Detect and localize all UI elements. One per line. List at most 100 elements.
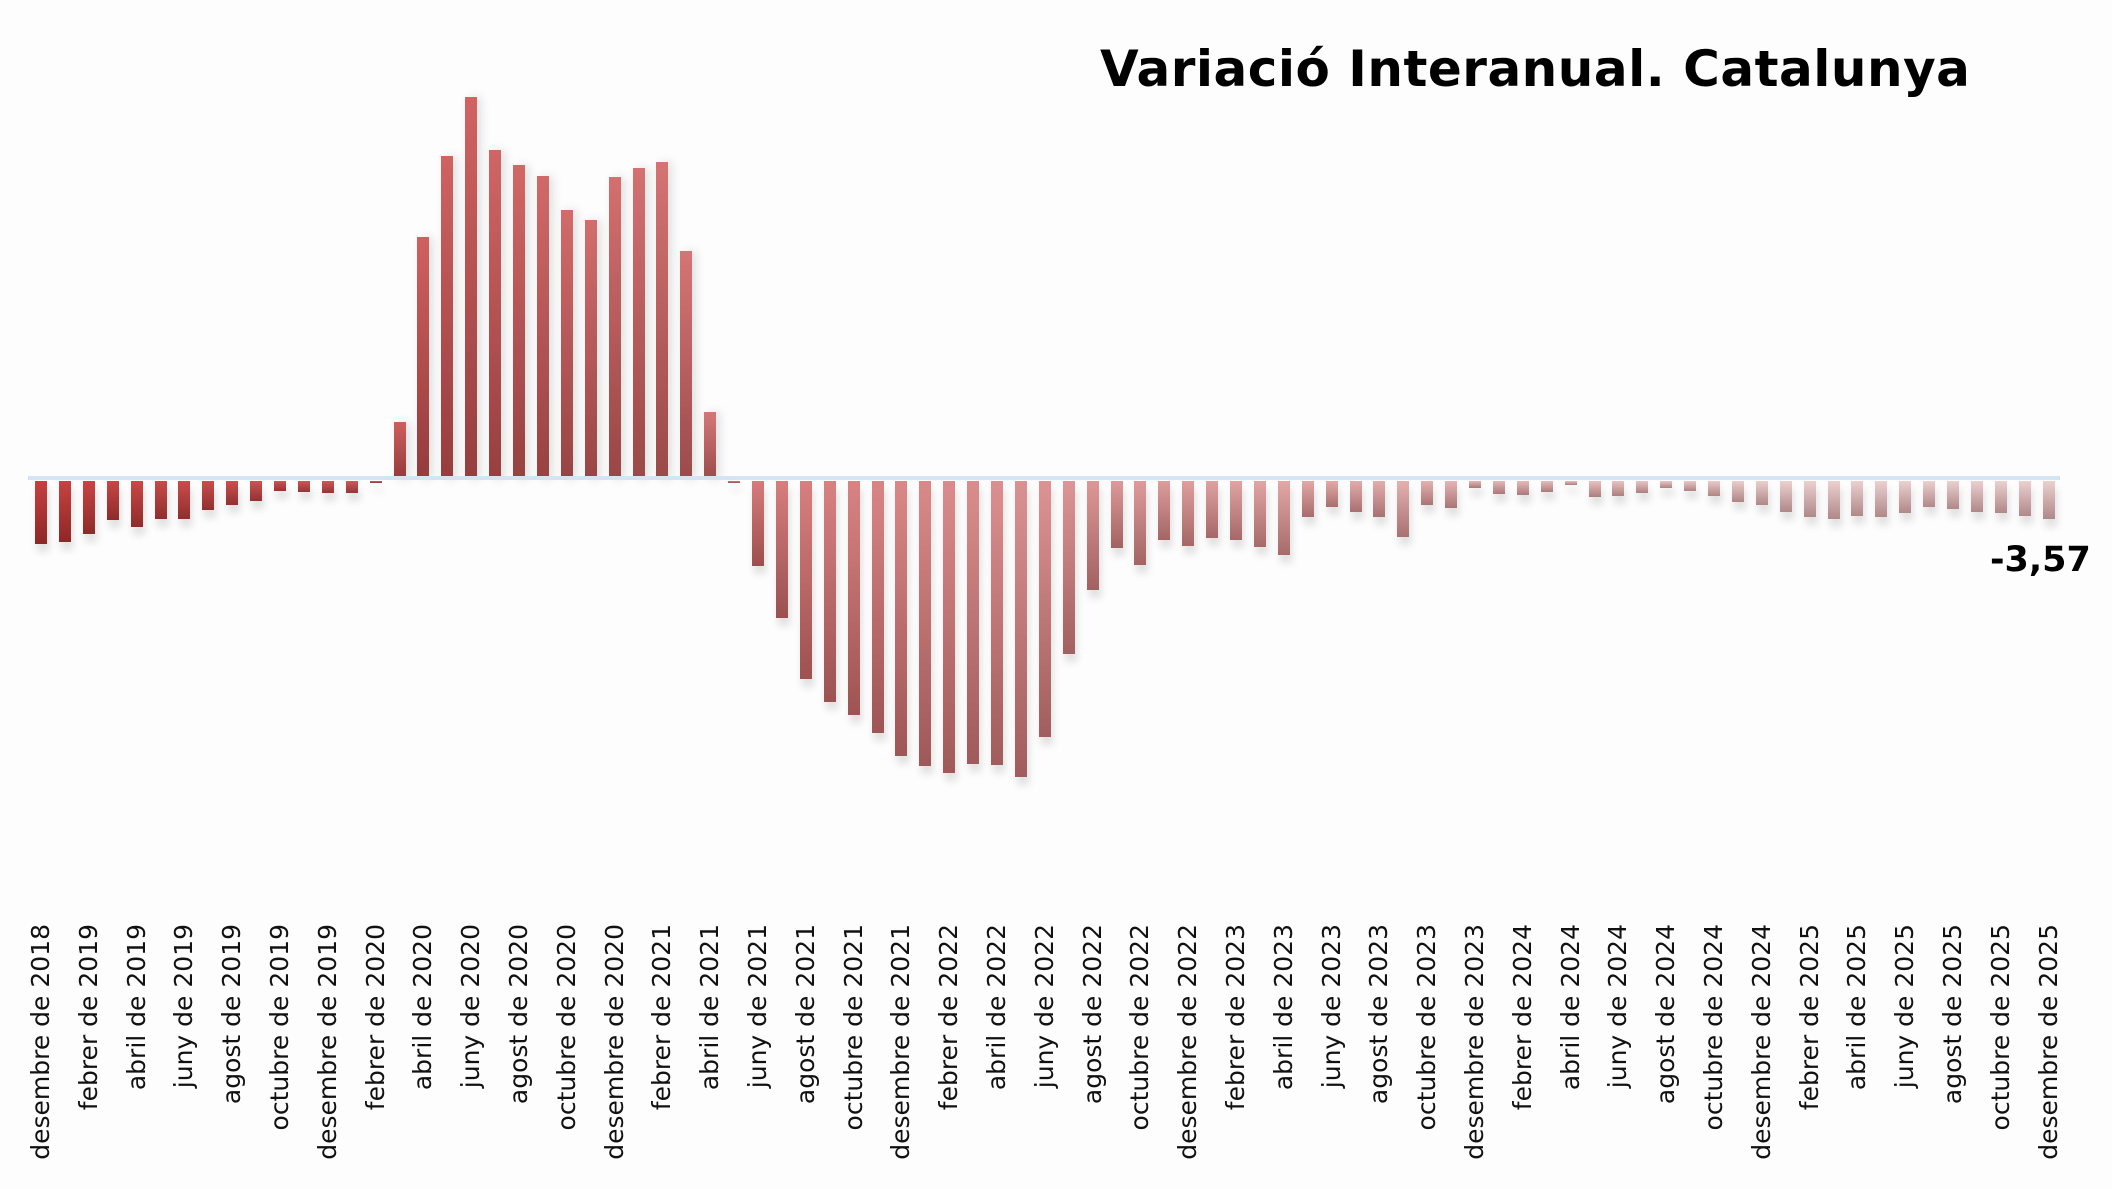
bar — [1994, 481, 2007, 513]
bar — [1182, 481, 1195, 546]
bar — [1899, 481, 1912, 513]
x-tick-label: juny de 2024 — [1603, 924, 1633, 1089]
x-tick-label: desembre de 2021 — [886, 924, 916, 1160]
bar — [1803, 481, 1816, 518]
bar — [632, 168, 645, 479]
bar — [728, 481, 741, 484]
bar — [536, 175, 549, 479]
last-value-label: -3,57 — [1990, 540, 2091, 580]
x-tick-label: abril de 2021 — [695, 924, 725, 1091]
bar — [1253, 481, 1266, 547]
chart-title: Variació Interanual. Catalunya — [1100, 40, 1971, 98]
x-tick-label: juny de 2025 — [1890, 924, 1920, 1089]
bar — [1588, 481, 1601, 497]
bar — [608, 176, 621, 479]
x-tick-label: agost de 2019 — [217, 924, 247, 1105]
x-tick-label: febrer de 2020 — [360, 924, 390, 1111]
x-tick-label: desembre de 2020 — [599, 924, 629, 1160]
bar — [1062, 481, 1075, 655]
bar — [1636, 481, 1649, 493]
bar — [1612, 481, 1625, 496]
bar — [1397, 481, 1410, 538]
bar — [1158, 481, 1171, 540]
bar — [991, 481, 1003, 766]
bar — [1277, 481, 1290, 556]
x-tick-label: octubre de 2021 — [838, 924, 868, 1131]
bar — [369, 481, 382, 484]
x-tick-label: agost de 2024 — [1651, 924, 1681, 1105]
bar — [823, 481, 836, 703]
x-tick-label: abril de 2024 — [1555, 924, 1585, 1091]
x-tick-label: febrer de 2023 — [1221, 924, 1250, 1111]
bar — [1014, 481, 1027, 777]
bar — [58, 481, 71, 542]
x-tick-label: desembre de 2019 — [312, 924, 342, 1160]
x-tick-label: febrer de 2019 — [73, 924, 103, 1111]
bar — [895, 481, 908, 756]
x-tick-label: octubre de 2022 — [1125, 924, 1155, 1131]
x-tick-label: febrer de 2021 — [647, 924, 677, 1111]
bar — [704, 411, 717, 479]
x-tick-label: abril de 2023 — [1268, 924, 1298, 1091]
x-tick-label: juny de 2022 — [1029, 924, 1059, 1089]
bar — [680, 251, 693, 479]
x-tick-label: juny de 2021 — [743, 924, 772, 1089]
x-tick-label: febrer de 2024 — [1507, 924, 1537, 1111]
bar — [584, 220, 597, 479]
bar — [393, 421, 406, 479]
bar — [919, 481, 932, 767]
bar — [1230, 481, 1242, 540]
bar — [871, 481, 884, 734]
bar — [130, 481, 143, 527]
bar — [1851, 481, 1864, 517]
bar — [417, 237, 430, 479]
bar — [1947, 481, 1959, 509]
x-tick-label: abril de 2020 — [408, 924, 438, 1091]
x-tick-label: desembre de 2024 — [1746, 924, 1776, 1160]
bar — [1492, 481, 1505, 494]
x-tick-label: octubre de 2020 — [551, 924, 581, 1131]
x-tick-label: octubre de 2023 — [1412, 924, 1442, 1131]
x-tick-label: abril de 2019 — [121, 924, 151, 1091]
bar — [799, 481, 812, 679]
bar — [1564, 481, 1577, 486]
x-tick-label: agost de 2022 — [1077, 924, 1107, 1105]
x-tick-label: juny de 2019 — [169, 924, 199, 1089]
bar — [1684, 481, 1697, 491]
x-tick-label: agost de 2023 — [1364, 924, 1394, 1105]
x-tick-label: desembre de 2023 — [1460, 924, 1489, 1160]
bar — [1325, 481, 1338, 507]
x-tick-label: desembre de 2022 — [1173, 924, 1203, 1160]
x-tick-label: abril de 2025 — [1842, 924, 1872, 1091]
bar — [106, 481, 119, 521]
bar — [1038, 481, 1051, 738]
bar — [943, 481, 956, 773]
bar — [1469, 481, 1481, 489]
bar — [154, 481, 167, 520]
x-tick-label: octubre de 2025 — [1985, 924, 2015, 1131]
bar — [1970, 481, 1983, 512]
x-tick-label: agost de 2020 — [504, 924, 533, 1105]
bar — [1421, 481, 1434, 506]
bar — [226, 481, 239, 506]
bar — [513, 165, 525, 479]
bar — [274, 481, 286, 491]
bar — [1827, 481, 1840, 520]
bar — [2042, 481, 2055, 519]
bar — [82, 481, 95, 535]
bar — [752, 481, 764, 567]
bar — [1516, 481, 1529, 495]
bar — [847, 481, 860, 716]
bar — [2018, 481, 2031, 517]
bar — [1206, 481, 1219, 539]
x-tick-label: febrer de 2025 — [1794, 924, 1824, 1111]
x-tick-label: agost de 2021 — [790, 924, 820, 1105]
bar — [1540, 481, 1553, 492]
bar — [1086, 481, 1099, 590]
bar — [35, 481, 47, 544]
bar — [489, 150, 502, 479]
bar — [441, 155, 454, 479]
bar — [1110, 481, 1123, 549]
x-tick-label: octubre de 2024 — [1699, 924, 1728, 1131]
bar — [465, 97, 478, 479]
